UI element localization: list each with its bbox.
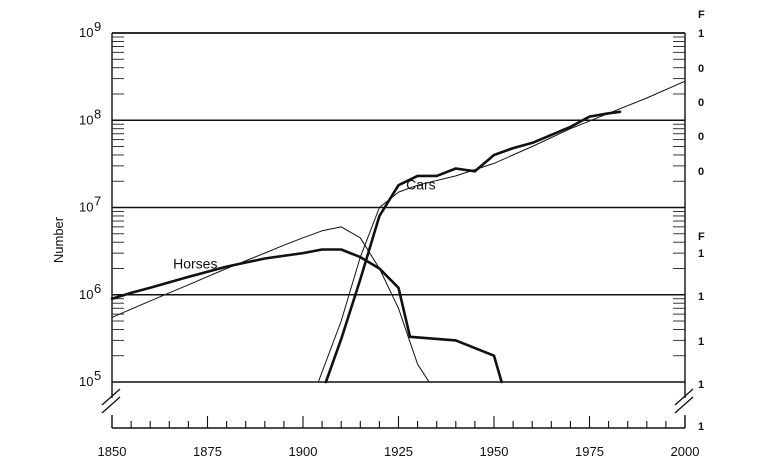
right-axis-fragments: F 1 0 0 0 0 F 1 1 1 1 1 bbox=[698, 9, 705, 433]
y-tick-exponent: 6 bbox=[94, 281, 101, 296]
right-axis-fragment: F bbox=[698, 9, 705, 21]
y-tick-exponent: 5 bbox=[94, 368, 101, 383]
right-axis-fragment: 1 bbox=[698, 291, 704, 303]
right-axis-fragment: 1 bbox=[698, 336, 704, 348]
x-tick-label: 1950 bbox=[480, 444, 509, 459]
x-axis-ticks bbox=[111, 416, 686, 429]
right-axis-fragment: 0 bbox=[698, 63, 704, 75]
x-tick-label: 1850 bbox=[98, 444, 127, 459]
gridlines bbox=[112, 32, 685, 383]
cars-line bbox=[324, 110, 622, 384]
series-lines bbox=[110, 80, 686, 384]
cars-label: Cars bbox=[406, 177, 436, 193]
y-tick-label: 10 bbox=[79, 112, 93, 127]
y-tick-exponent: 8 bbox=[94, 106, 101, 121]
x-tick-label: 2000 bbox=[671, 444, 700, 459]
horses-line bbox=[110, 248, 503, 384]
break-mark bbox=[674, 396, 694, 414]
right-axis-fragment: 0 bbox=[698, 166, 704, 178]
x-tick-label: 1975 bbox=[575, 444, 604, 459]
y-tick-exponent: 9 bbox=[94, 19, 101, 34]
y-axis-label: Number bbox=[51, 216, 66, 263]
right-axis-fragment: F bbox=[698, 231, 705, 243]
y-tick-exponent: 7 bbox=[94, 194, 101, 209]
break-mark bbox=[101, 396, 121, 414]
y-tick-label: 10 bbox=[79, 200, 93, 215]
trend-line bbox=[111, 226, 430, 383]
trend-line bbox=[317, 80, 686, 383]
right-axis-fragment: 0 bbox=[698, 97, 704, 109]
x-tick-label: 1925 bbox=[384, 444, 413, 459]
x-axis-tick-labels: 1850 1875 1900 1925 1950 1975 2000 bbox=[98, 444, 700, 459]
x-tick-label: 1875 bbox=[193, 444, 222, 459]
plot-frame bbox=[111, 32, 686, 428]
series-labels: Horses Cars bbox=[173, 177, 436, 272]
y-tick-label: 10 bbox=[79, 25, 93, 40]
minor-ticks bbox=[112, 36, 685, 357]
break-mark bbox=[101, 388, 121, 406]
y-tick-label: 10 bbox=[79, 374, 93, 389]
y-tick-label: 10 bbox=[79, 287, 93, 302]
axis-break-marks bbox=[101, 388, 694, 414]
right-axis-fragment: 1 bbox=[698, 421, 704, 433]
break-mark bbox=[674, 388, 694, 406]
right-axis-fragment: 1 bbox=[698, 28, 704, 40]
x-tick-label: 1900 bbox=[289, 444, 318, 459]
right-axis-fragment: 1 bbox=[698, 379, 704, 391]
horses-label: Horses bbox=[173, 255, 217, 271]
right-axis-fragment: 1 bbox=[698, 248, 704, 260]
right-axis-fragment: 0 bbox=[698, 131, 704, 143]
